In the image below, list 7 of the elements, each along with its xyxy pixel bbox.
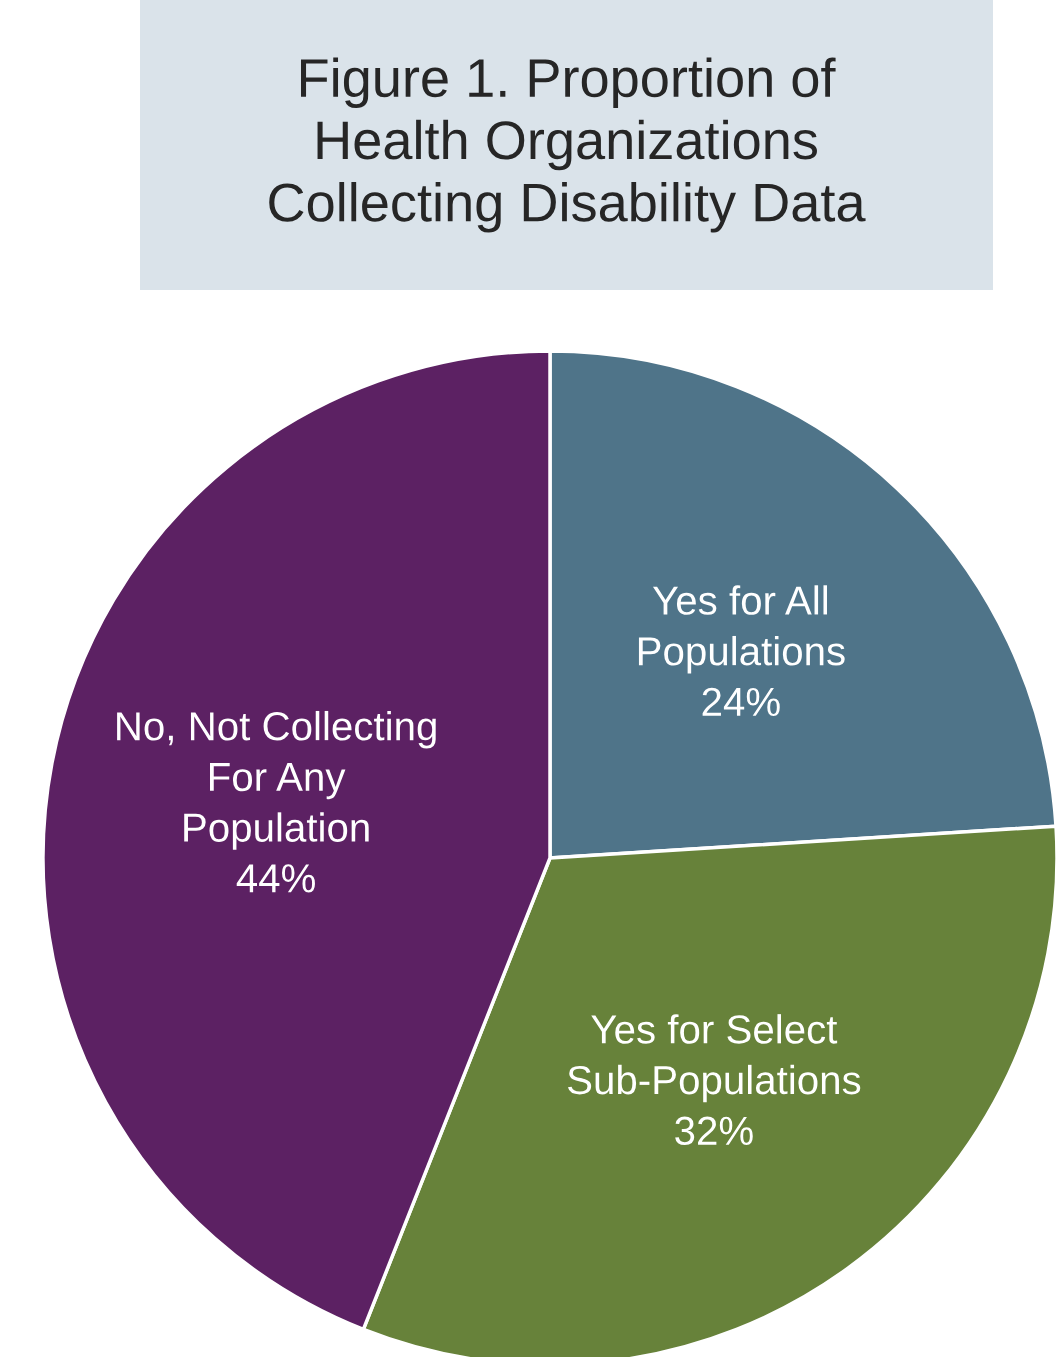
- slice-label: Yes for All Populations: [638, 585, 845, 674]
- slice-label: No, Not Collecting For Any Population: [117, 710, 436, 850]
- data-label: 32%: [675, 1116, 753, 1146]
- chart-title: Figure 1. Proportion of Health Organizations Collecting Disability Data: [269, 57, 866, 233]
- data-label: 24%: [702, 687, 780, 717]
- data-label: 44%: [236, 864, 315, 893]
- slice-label: Yes for Select Sub-Populations: [567, 1014, 861, 1103]
